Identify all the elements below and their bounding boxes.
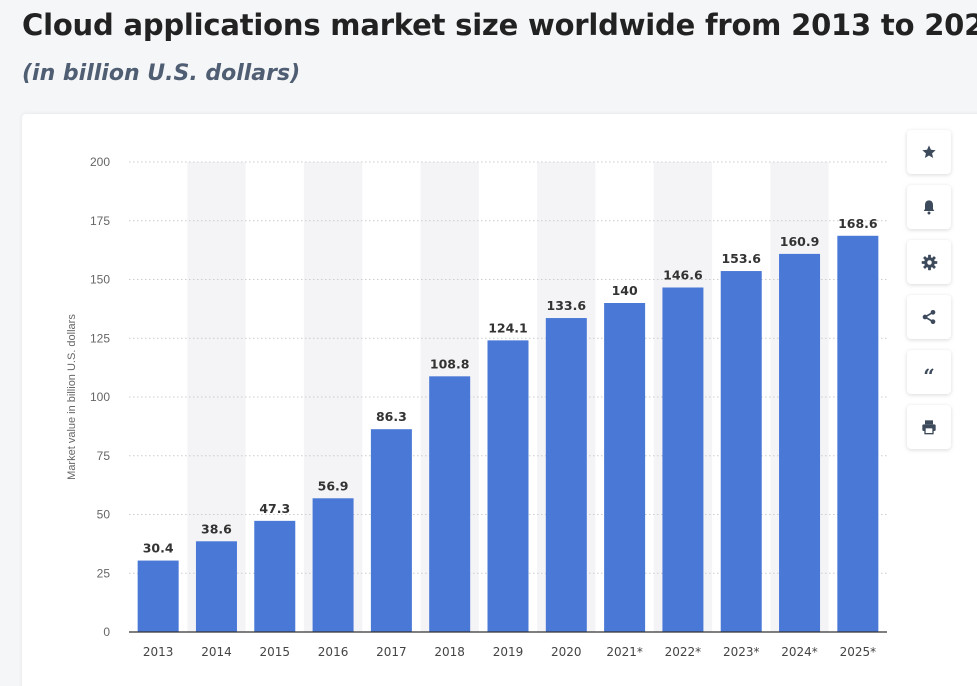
y-tick-label: 100	[90, 390, 110, 404]
share-icon	[922, 310, 936, 324]
y-tick-label: 150	[90, 273, 110, 287]
bar	[195, 541, 237, 632]
x-tick-label: 2024*	[781, 645, 818, 659]
x-tick-label: 2022*	[665, 645, 702, 659]
y-tick-label: 175	[90, 214, 110, 228]
bar	[487, 340, 529, 632]
x-tick-label: 2023*	[723, 645, 760, 659]
cite-button[interactable]: “	[907, 350, 951, 394]
data-label: 168.6	[838, 216, 878, 231]
data-label: 108.8	[430, 356, 470, 371]
notification-button[interactable]	[907, 185, 951, 229]
x-tick-label: 2018	[434, 645, 465, 659]
bar	[604, 303, 646, 632]
quote-icon: “	[923, 364, 935, 388]
gear-icon	[921, 254, 937, 270]
y-axis-title: Market value in billion U.S. dollars	[66, 314, 78, 480]
bar	[137, 560, 179, 632]
x-tick-label: 2017	[376, 645, 407, 659]
x-tick-label: 2016	[318, 645, 349, 659]
x-tick-label: 2025*	[840, 645, 877, 659]
data-label: 146.6	[663, 267, 703, 282]
x-tick-label: 2015	[259, 645, 290, 659]
bar	[254, 520, 296, 632]
y-tick-label: 75	[97, 449, 111, 463]
bell-icon	[923, 200, 935, 215]
bar	[779, 253, 821, 632]
y-tick-label: 125	[90, 331, 110, 345]
data-label: 153.6	[721, 251, 761, 266]
data-label: 124.1	[488, 320, 528, 335]
share-button[interactable]	[907, 295, 951, 339]
x-tick-label: 2019	[493, 645, 524, 659]
bar	[720, 271, 762, 632]
data-label: 56.9	[318, 478, 349, 493]
data-label: 86.3	[376, 409, 407, 424]
data-label: 160.9	[780, 234, 820, 249]
bar	[837, 235, 879, 633]
data-label: 38.6	[201, 521, 232, 536]
x-tick-label: 2020	[551, 645, 582, 659]
favorite-button[interactable]	[907, 130, 951, 174]
star-icon	[922, 145, 936, 158]
x-tick-label: 2013	[143, 645, 174, 659]
bar	[545, 318, 587, 632]
settings-button[interactable]	[907, 240, 951, 284]
y-tick-label: 50	[97, 508, 111, 522]
chart-toolbar: “	[907, 130, 951, 460]
data-label: 133.6	[547, 298, 587, 313]
bar	[429, 376, 471, 632]
page-subtitle: (in billion U.S. dollars)	[22, 61, 301, 86]
y-tick-label: 200	[90, 155, 110, 169]
printer-icon	[922, 420, 936, 435]
data-label: 140	[612, 283, 638, 298]
bar	[662, 287, 704, 632]
x-tick-label: 2014	[201, 645, 232, 659]
page-title: Cloud applications market size worldwide…	[22, 8, 977, 42]
print-button[interactable]	[907, 405, 951, 449]
y-tick-label: 0	[103, 625, 110, 639]
y-tick-label: 25	[97, 566, 111, 580]
x-tick-label: 2021*	[606, 645, 643, 659]
data-label: 30.4	[143, 541, 174, 556]
data-label: 47.3	[259, 501, 290, 516]
bar	[370, 429, 412, 632]
bar	[312, 498, 354, 632]
